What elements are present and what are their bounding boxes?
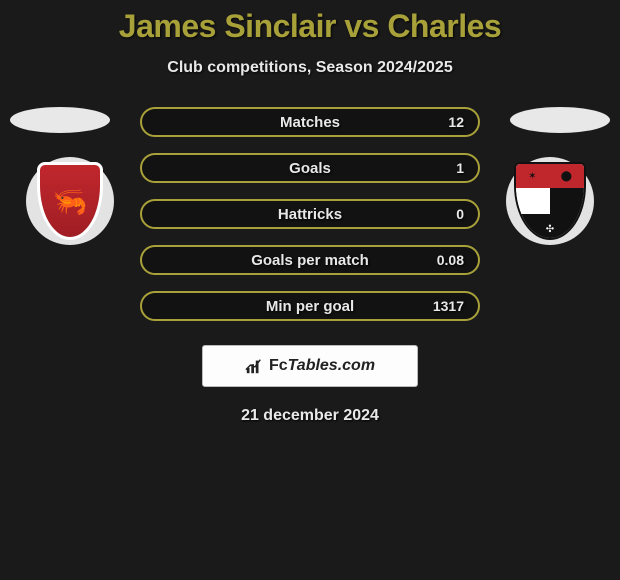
stat-value-right: 12 [448, 114, 464, 130]
right-club-crest: ✶⬤ ✣ [506, 157, 594, 245]
stat-value-right: 0 [456, 206, 464, 222]
left-player-ellipse [10, 107, 110, 133]
left-club-crest: 🦐 [26, 157, 114, 245]
stat-value-right: 1317 [433, 298, 464, 314]
brand-text: FcTables.com [269, 357, 375, 375]
brand-watermark[interactable]: FcTables.com [202, 345, 418, 387]
stat-row-min-per-goal: Min per goal 1317 [140, 291, 480, 321]
stat-row-goals: Goals 1 [140, 153, 480, 183]
morecambe-shield-icon: 🦐 [37, 162, 103, 240]
bar-chart-icon [245, 357, 263, 375]
stat-row-matches: Matches 12 [140, 107, 480, 137]
stat-label: Hattricks [278, 206, 342, 223]
stat-label: Matches [280, 114, 340, 131]
page-subtitle: Club competitions, Season 2024/2025 [0, 59, 620, 77]
stat-value-right: 0.08 [437, 252, 464, 268]
stat-value-right: 1 [456, 160, 464, 176]
stats-area: 🦐 ✶⬤ ✣ Matches 12 Goals 1 [0, 107, 620, 327]
right-player-ellipse [510, 107, 610, 133]
stat-label: Goals [289, 160, 331, 177]
bromley-shield-icon: ✶⬤ ✣ [514, 162, 586, 240]
date-label: 21 december 2024 [0, 407, 620, 425]
page-title: James Sinclair vs Charles [0, 8, 620, 45]
stat-label: Min per goal [266, 298, 354, 315]
comparison-card: James Sinclair vs Charles Club competiti… [0, 0, 620, 425]
stat-row-hattricks: Hattricks 0 [140, 199, 480, 229]
stat-rows: Matches 12 Goals 1 Hattricks 0 Goals per… [140, 107, 480, 337]
stat-row-goals-per-match: Goals per match 0.08 [140, 245, 480, 275]
stat-label: Goals per match [251, 252, 369, 269]
